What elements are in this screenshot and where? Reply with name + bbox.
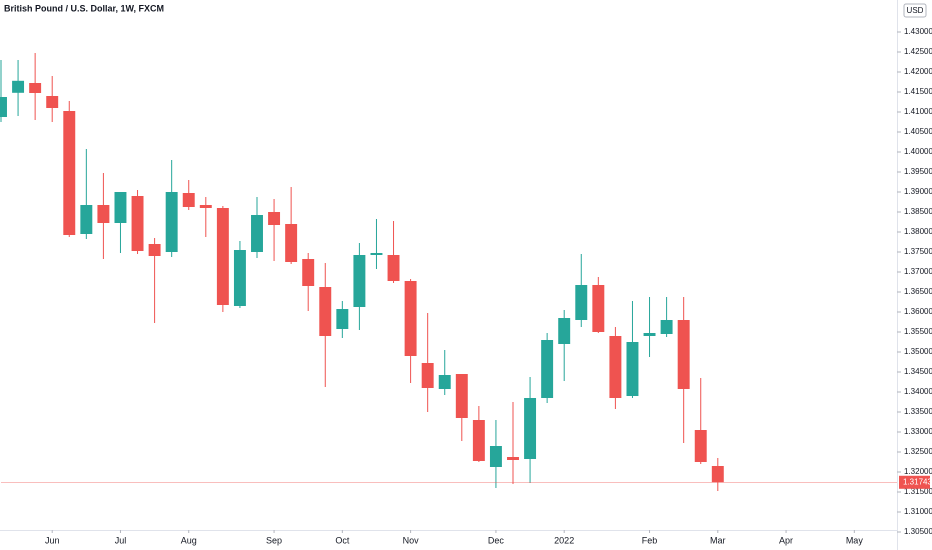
currency-box[interactable] (903, 3, 927, 18)
y-tick-label: 1.31000 (904, 507, 932, 516)
candle-body (80, 205, 93, 234)
candle-body (541, 340, 554, 398)
candle-body (148, 244, 161, 256)
x-tick-label: Jun (45, 535, 60, 545)
y-tick-label: 1.40000 (904, 147, 932, 156)
candle-body (268, 212, 281, 225)
candle-body (489, 446, 502, 467)
y-tick-label: 1.42000 (904, 67, 932, 76)
candle-body (660, 320, 673, 334)
x-tick-label: Apr (779, 535, 793, 545)
candle-body (592, 285, 605, 332)
candle-body (421, 363, 434, 388)
x-tick-label: Nov (403, 535, 420, 545)
candle-body (46, 96, 59, 108)
x-tick-label: Oct (335, 535, 350, 545)
y-tick-label: 1.41500 (904, 87, 932, 96)
candle-body (216, 208, 229, 305)
y-tick-label: 1.40500 (904, 127, 932, 136)
candle-body (114, 192, 127, 223)
candle-body (29, 83, 42, 93)
y-tick-label: 1.34000 (904, 387, 932, 396)
candle-body (251, 215, 263, 252)
y-tick-label: 1.35500 (904, 327, 932, 336)
candle-body (507, 457, 519, 460)
y-tick-label: 1.39000 (904, 187, 932, 196)
x-tick-label: Mar (710, 535, 726, 545)
x-tick-label: May (846, 535, 864, 545)
x-tick-label: Aug (181, 535, 197, 545)
y-tick-label: 1.38000 (904, 227, 932, 236)
candle-body (558, 318, 571, 344)
candle-body (285, 224, 298, 262)
candle-body (575, 285, 588, 320)
candle-body (609, 336, 622, 398)
x-tick-label: 2022 (554, 535, 574, 545)
candle-body (97, 205, 110, 223)
candle-body (165, 192, 178, 252)
plot (0, 53, 897, 491)
y-tick-label: 1.36000 (904, 307, 932, 316)
candle-body (626, 342, 639, 396)
y-tick-label: 1.38500 (904, 207, 932, 216)
y-tick-label: 1.43000 (904, 27, 932, 36)
candle-body (677, 320, 690, 389)
candle-body (199, 205, 212, 208)
last-price-box (899, 475, 930, 489)
candle-body (370, 253, 383, 255)
y-tick-label: 1.37000 (904, 267, 932, 276)
x-tick-label: Feb (642, 535, 658, 545)
candle-body (182, 193, 195, 207)
candle-body (404, 281, 417, 356)
x-tick-label: Sep (266, 535, 282, 545)
candle-body (643, 333, 656, 336)
x-tick-label: Jul (115, 535, 127, 545)
y-tick-label: 1.32500 (904, 447, 932, 456)
y-tick-label: 1.37500 (904, 247, 932, 256)
y-tick-label: 1.30500 (904, 527, 932, 536)
candle-body (455, 374, 468, 418)
x-tick-label: Dec (488, 535, 505, 545)
currency-label[interactable]: USD (907, 6, 924, 15)
candle-body (694, 430, 707, 462)
y-tick-label: 1.41000 (904, 107, 932, 116)
candle-body (524, 398, 537, 459)
candle-body (336, 309, 349, 329)
y-tick-label: 1.32000 (904, 467, 932, 476)
y-tick-label: 1.33000 (904, 427, 932, 436)
y-tick-label: 1.34500 (904, 367, 932, 376)
candle-body (387, 255, 400, 281)
candle-body (131, 196, 144, 251)
candle-body (233, 250, 246, 306)
candle-body (63, 111, 76, 235)
y-tick-label: 1.36500 (904, 287, 932, 296)
candle-body (472, 420, 485, 461)
candle-body (319, 287, 332, 336)
y-tick-label: 1.31500 (904, 487, 932, 496)
candle-body (438, 375, 451, 389)
y-tick-label: 1.35000 (904, 347, 932, 356)
candle-body (711, 466, 724, 483)
candle-body (12, 80, 25, 93)
candle-body (353, 255, 366, 307)
y-tick-label: 1.39500 (904, 167, 932, 176)
candle-body (0, 97, 7, 117)
chart-title: British Pound / U.S. Dollar, 1W, FXCM (4, 3, 164, 13)
candle-body (302, 259, 315, 286)
last-price-label: 1.31743 (903, 477, 932, 486)
y-tick-label: 1.33500 (904, 407, 932, 416)
y-tick-label: 1.42500 (904, 47, 932, 56)
